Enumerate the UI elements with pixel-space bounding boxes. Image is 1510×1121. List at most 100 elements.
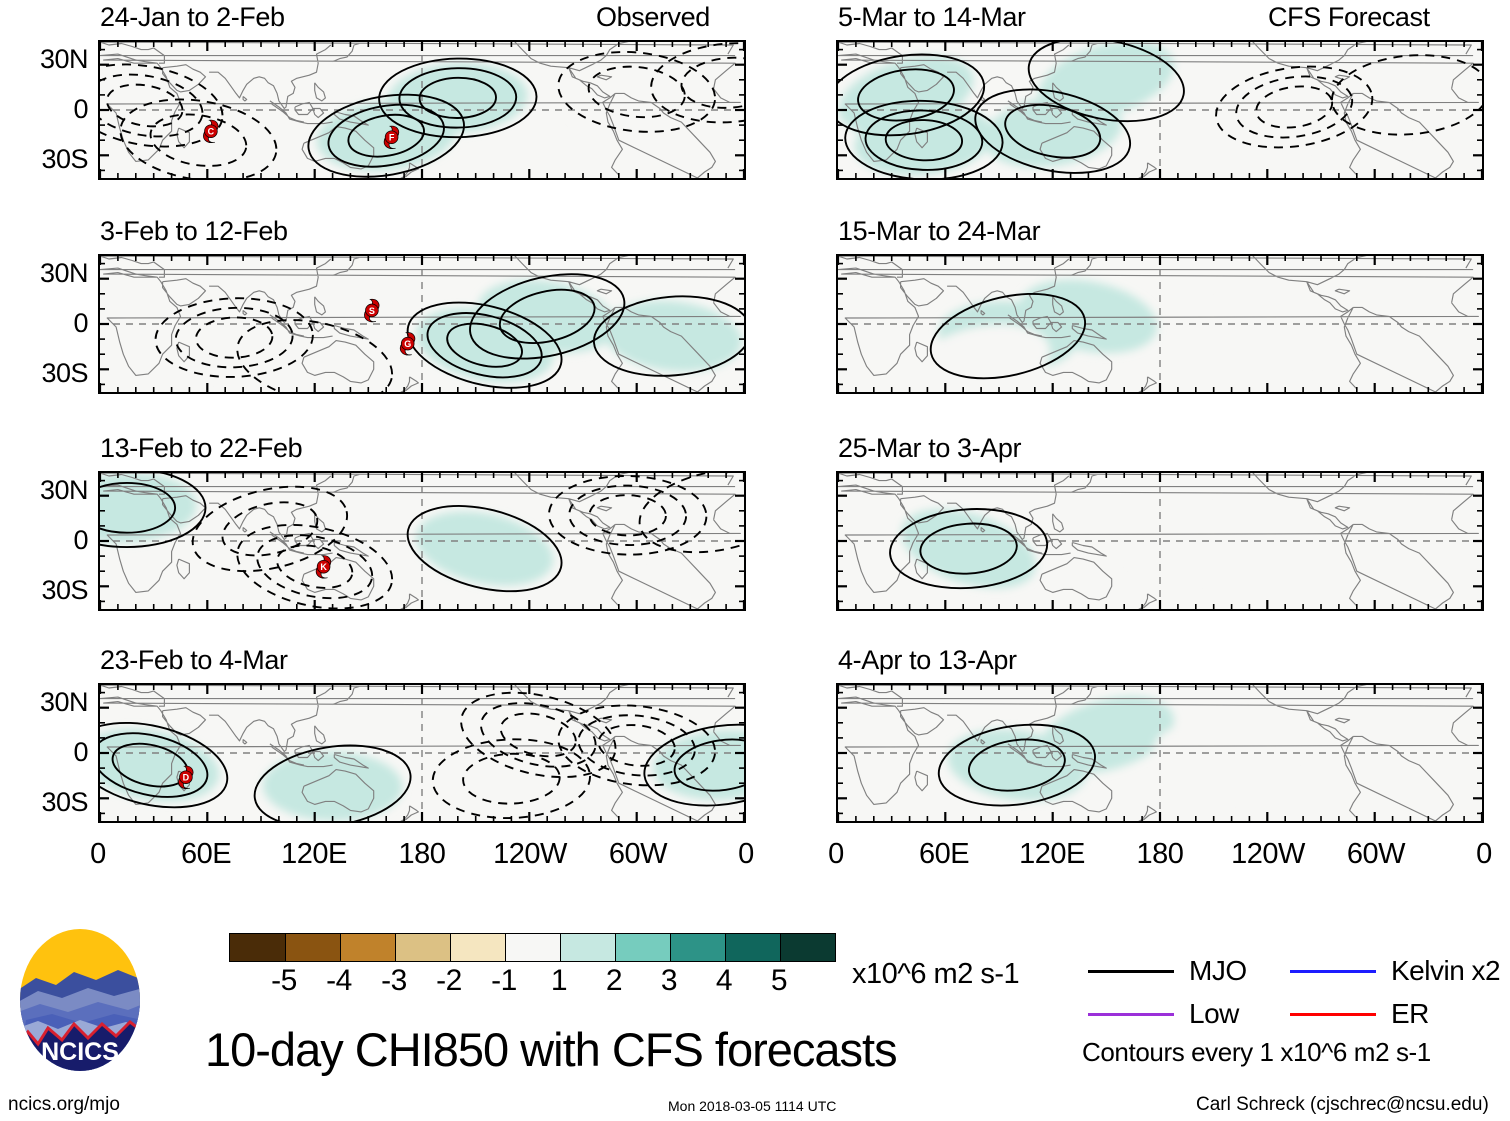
storm-marker-f: F [383, 125, 400, 149]
colorbar [229, 933, 836, 962]
ylabel-30s: 30S [41, 144, 88, 174]
map-canvas: D [100, 685, 744, 821]
panel-title: 13-Feb to 22-Feb [100, 433, 303, 463]
xlabel-120e: 120E [281, 838, 347, 870]
colorbar-tick: -4 [326, 964, 352, 997]
colorbar-swatch [450, 934, 505, 961]
ncics-logo-text: NCICS [41, 1038, 119, 1066]
mjo-contours [929, 292, 1087, 380]
panel-title: 24-Jan to 2-Feb [100, 2, 285, 32]
colorbar-units: x10^6 m2 s-1 [852, 958, 1020, 990]
panel-title: 4-Apr to 13-Apr [838, 645, 1017, 675]
mjo-contours [889, 508, 1049, 590]
map-canvas: CF [100, 42, 744, 178]
map-canvas [838, 473, 1482, 609]
panel-title: 15-Mar to 24-Mar [838, 216, 1041, 246]
xlabel-120e: 120E [1019, 838, 1085, 870]
coastline [838, 256, 1479, 392]
map-canvas: K [100, 473, 744, 609]
xlabel-120w: 120W [1231, 838, 1305, 870]
footer-link[interactable]: ncics.org/mjo [8, 1094, 120, 1115]
mjo-contours [937, 723, 1096, 807]
contour-interval-note: Contours every 1 x10^6 m2 s-1 [1082, 1037, 1431, 1067]
ylabel-30n: 30N [39, 44, 89, 74]
map-canvas [838, 42, 1482, 178]
map-canvas: SG [100, 256, 744, 392]
colorbar-tick: 3 [660, 964, 678, 997]
map-canvas [838, 685, 1482, 821]
legend-item-mjo: MJO [1088, 955, 1247, 987]
xlabel-180: 180 [398, 838, 446, 870]
colorbar-swatch [505, 934, 560, 961]
coastline [100, 685, 741, 821]
map-forecast-4 [836, 683, 1484, 823]
svg-text:G: G [404, 339, 411, 349]
ylabel-0: 0 [73, 308, 88, 338]
ylabel-0: 0 [73, 94, 88, 124]
column-header-observed: Observed [596, 2, 710, 32]
colorbar-tick: -5 [271, 964, 297, 997]
legend-label-kelvin: Kelvin x2 [1391, 955, 1501, 986]
storm-marker-s: S [364, 298, 380, 323]
map-canvas [838, 256, 1482, 392]
colorbar-tick: -3 [381, 964, 407, 997]
legend-swatch-mjo [1088, 969, 1174, 973]
svg-text:S: S [369, 306, 375, 316]
ncics-logo: NCICS [18, 928, 143, 1073]
xlabel-0: 0 [738, 838, 754, 870]
colorbar-swatch [230, 934, 285, 961]
storm-marker-k: K [315, 555, 332, 579]
ylabel-0: 0 [73, 525, 88, 555]
coastline [838, 42, 1479, 178]
xlabel-180: 180 [1136, 838, 1184, 870]
map-forecast-1 [836, 40, 1484, 180]
map-forecast-2 [836, 254, 1484, 394]
xlabel-60w: 60W [1346, 838, 1406, 870]
xlabel-120w: 120W [493, 838, 567, 870]
colorbar-swatch [395, 934, 450, 961]
xlabel-60e: 60E [180, 838, 232, 870]
legend-swatch-low [1088, 1012, 1174, 1016]
column-header-forecast: CFS Forecast [1268, 2, 1430, 32]
colorbar-swatch [725, 934, 780, 961]
legend-item-kelvin: Kelvin x2 [1290, 955, 1501, 987]
coastline [838, 473, 1479, 609]
storm-marker-g: G [399, 332, 416, 356]
xlabel-60w: 60W [608, 838, 668, 870]
footer-author: Carl Schreck (cjschrec@ncsu.edu) [1196, 1094, 1489, 1115]
storm-marker-c: C [203, 119, 219, 143]
figure-title: 10-day CHI850 with CFS forecasts [205, 1023, 898, 1076]
svg-text:D: D [183, 773, 190, 783]
colorbar-swatch [780, 934, 835, 961]
map-observed-4: D [98, 683, 746, 823]
colorbar-tick: 2 [605, 964, 623, 997]
colorbar-swatch [285, 934, 340, 961]
legend-item-low: Low [1088, 998, 1239, 1030]
mjo-contours [100, 42, 744, 178]
colorbar-swatch [560, 934, 615, 961]
storm-marker-d: D [178, 765, 194, 789]
xlabel-0: 0 [828, 838, 844, 870]
svg-text:K: K [320, 562, 327, 572]
ylabel-30s: 30S [41, 358, 88, 388]
ylabel-0: 0 [73, 737, 88, 767]
xlabel-0: 0 [90, 838, 106, 870]
mjo-contours [838, 42, 1482, 178]
colorbar-tick: 1 [550, 964, 568, 997]
coastline [100, 256, 741, 392]
colorbar-tick: -2 [436, 964, 462, 997]
colorbar-swatch [340, 934, 395, 961]
panel-title: 5-Mar to 14-Mar [838, 2, 1026, 32]
ncics-logo-svg: NCICS [20, 929, 140, 1071]
ylabel-30n: 30N [39, 687, 89, 717]
colorbar-tick: 5 [770, 964, 788, 997]
colorbar-swatch [670, 934, 725, 961]
ylabel-30n: 30N [39, 258, 89, 288]
xlabel-60e: 60E [918, 838, 970, 870]
legend-label-low: Low [1189, 998, 1239, 1029]
coastline [100, 473, 741, 609]
xlabel-0: 0 [1476, 838, 1492, 870]
